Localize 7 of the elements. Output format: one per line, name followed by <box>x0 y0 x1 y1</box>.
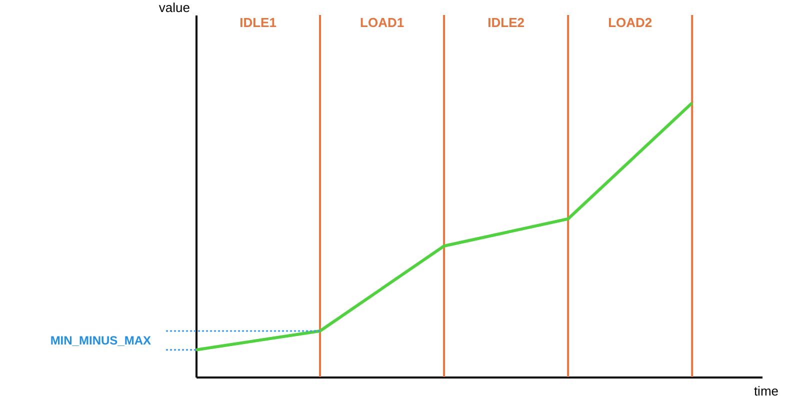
text: value <box>158 0 190 15</box>
text: MIN_MINUS_MAX <box>50 333 151 348</box>
text: LOAD2 <box>608 15 652 30</box>
text: LOAD1 <box>360 15 404 30</box>
text: IDLE1 <box>240 15 276 30</box>
text: IDLE2 <box>488 15 524 30</box>
x-axis-title: time <box>754 384 778 398</box>
